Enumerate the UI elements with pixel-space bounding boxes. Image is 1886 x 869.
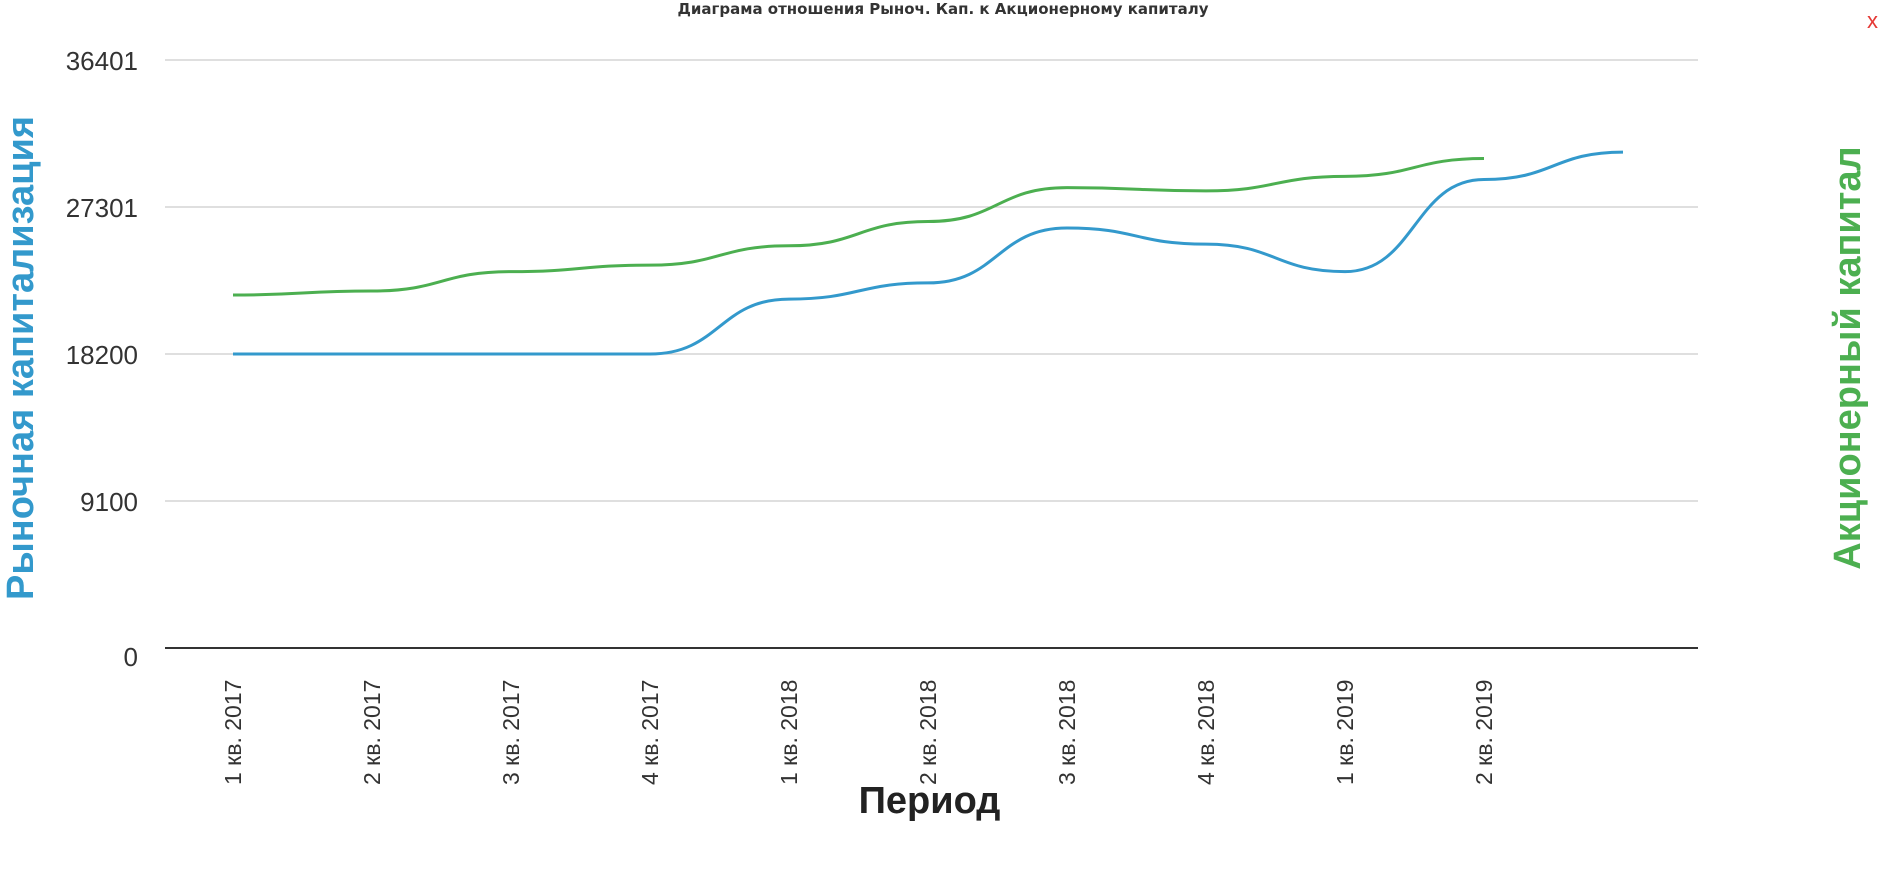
y-tick-label: 9100 xyxy=(80,487,138,517)
x-tick-label: 1 кв. 2019 xyxy=(1332,680,1358,785)
y-axis-title-left: Рыночная капитализация xyxy=(0,116,42,600)
x-tick-label: 2 кв. 2019 xyxy=(1471,680,1497,785)
y-axis-title-right: Акционерный капитал xyxy=(1827,146,1869,569)
x-tick-label: 2 кв. 2018 xyxy=(915,680,941,785)
y-tick-label: 18200 xyxy=(66,340,138,370)
x-tick-label: 4 кв. 2018 xyxy=(1193,680,1219,785)
x-tick-labels: 1 кв. 2017 2 кв. 2017 3 кв. 2017 4 кв. 2017… xyxy=(220,680,1497,785)
y-tick-label: 36401 xyxy=(66,46,138,76)
x-tick-label: 2 кв. 2017 xyxy=(359,680,385,785)
y-tick-label: 27301 xyxy=(66,193,138,223)
series-line-1 xyxy=(232,157,1485,297)
x-axis-title: Период xyxy=(859,780,1001,822)
x-tick-label: 4 кв. 2017 xyxy=(637,680,663,785)
series-line-0 xyxy=(233,150,1624,356)
x-tick-label: 3 кв. 2018 xyxy=(1054,680,1080,785)
x-tick-label: 1 кв. 2018 xyxy=(776,680,802,785)
close-button[interactable]: x xyxy=(1867,8,1878,33)
y-tick-labels: 0 9100 18200 27301 36401 xyxy=(66,46,138,672)
series-layer xyxy=(232,150,1624,356)
chart-title: Диаграма отношения Рыноч. Кап. к Акционе… xyxy=(677,0,1209,18)
y-tick-label: 0 xyxy=(124,642,138,672)
x-tick-label: 1 кв. 2017 xyxy=(220,680,246,785)
x-tick-label: 3 кв. 2017 xyxy=(498,680,524,785)
